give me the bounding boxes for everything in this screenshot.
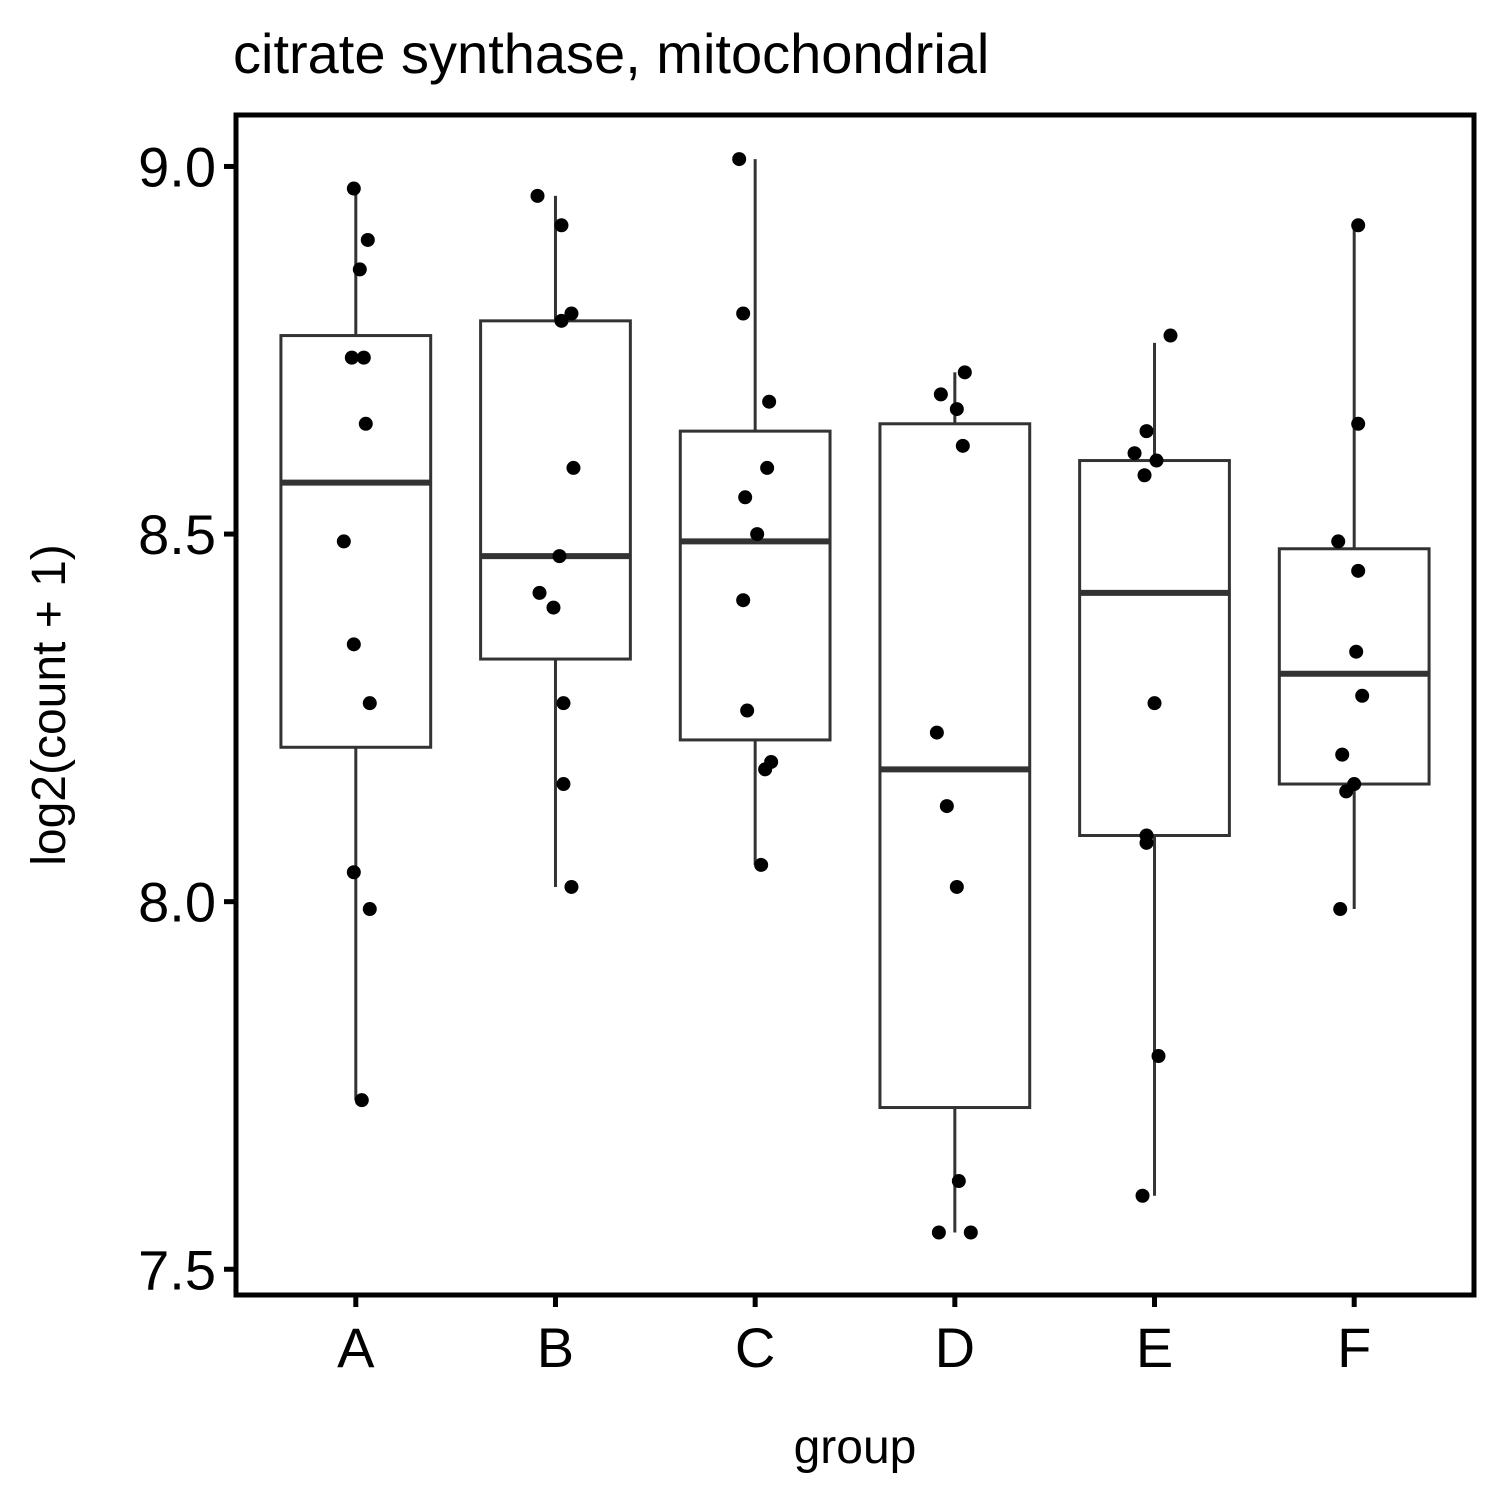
data-point-A [352,262,367,277]
data-point-F [1333,902,1348,917]
data-point-C [732,152,747,167]
box-D [878,372,1032,1233]
data-point-F [1351,416,1366,431]
data-point-B [530,188,545,203]
data-point-D [933,387,948,402]
data-point-A [346,181,361,196]
data-point-B [564,879,579,894]
data-point-A [344,350,359,365]
x-axis: A B C D E F [337,1295,1371,1379]
data-point-F [1339,784,1354,799]
box-E [1078,342,1231,1196]
iqr-box-F [1277,547,1431,786]
iqr-box-A [279,334,433,749]
boxes-layer [279,159,1431,1233]
box-A [279,188,433,1101]
data-point-B [532,585,547,600]
y-tick-label: 7.5 [138,1238,216,1301]
data-point-A [358,416,373,431]
chart-title: citrate synthase, mitochondrial [233,22,989,85]
data-point-A [356,350,371,365]
data-point-E [1137,468,1152,483]
points-layer [336,152,1370,1240]
data-point-D [949,879,964,894]
iqr-box-E [1078,459,1231,837]
x-tick-label-A: A [337,1316,375,1379]
box-C [678,159,832,865]
data-point-C [758,762,773,777]
data-point-B [566,460,581,475]
y-tick-label: 8.0 [138,871,216,934]
data-point-F [1351,218,1366,233]
data-point-A [336,534,351,549]
data-point-E [1147,696,1162,711]
x-tick-label-E: E [1136,1316,1173,1379]
data-point-E [1135,1188,1150,1203]
data-point-E [1139,424,1154,439]
data-point-D [939,799,954,814]
data-point-D [957,365,972,380]
plot-area [233,112,1477,1298]
box-F [1277,225,1431,910]
data-point-D [963,1225,978,1240]
data-point-E [1163,328,1178,343]
data-point-B [554,313,569,328]
iqr-box-C [678,429,832,742]
data-point-A [354,1093,369,1108]
data-point-E [1127,446,1142,461]
data-point-D [929,725,944,740]
plot-frame [233,112,1477,1298]
x-tick-label-C: C [735,1316,775,1379]
x-tick-label-B: B [537,1316,574,1379]
data-point-B [556,696,571,711]
data-point-D [955,438,970,453]
data-point-F [1351,563,1366,578]
data-point-D [931,1225,946,1240]
y-tick-label: 9.0 [138,135,216,198]
data-point-C [762,394,777,409]
x-axis-title: group [794,1421,917,1474]
data-point-C [738,490,753,505]
data-point-F [1331,534,1346,549]
x-tick-label-D: D [935,1316,975,1379]
data-point-F [1335,747,1350,762]
x-tick-label-F: F [1337,1316,1371,1379]
iqr-box-D [878,422,1032,1110]
box-B [479,195,632,887]
data-point-B [554,218,569,233]
data-point-F [1355,688,1370,703]
data-point-B [552,549,567,564]
data-point-F [1349,644,1364,659]
data-point-A [346,865,361,880]
data-point-A [362,902,377,917]
data-point-C [760,460,775,475]
data-point-E [1139,835,1154,850]
data-point-C [736,306,751,321]
data-point-D [949,402,964,417]
data-point-C [750,527,765,542]
data-point-E [1151,1049,1166,1064]
data-point-B [546,600,561,615]
data-point-E [1149,453,1164,468]
plot-background [236,115,1474,1295]
data-point-B [564,306,579,321]
y-tick-label: 8.5 [138,503,216,566]
data-point-A [360,232,375,247]
data-point-B [556,777,571,792]
y-axis-title: log2(count + 1) [23,544,76,866]
y-axis: 7.5 8.0 8.5 9.0 [138,135,236,1301]
data-point-C [754,857,769,872]
data-point-D [951,1174,966,1189]
data-point-A [346,637,361,652]
data-point-C [736,593,751,608]
data-point-A [362,696,377,711]
data-point-C [740,703,755,718]
